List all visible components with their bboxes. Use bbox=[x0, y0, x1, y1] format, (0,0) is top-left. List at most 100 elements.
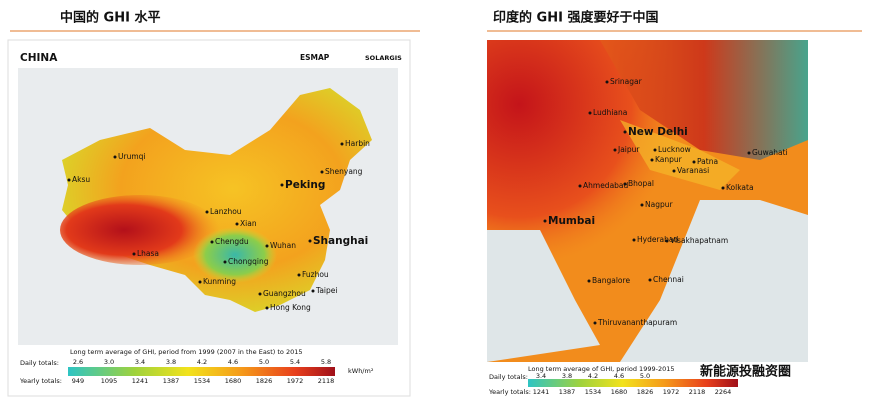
legend-tick: 1972 bbox=[663, 388, 680, 396]
city-label: Guangzhou bbox=[263, 289, 306, 298]
city-dot bbox=[632, 238, 636, 242]
city-dot bbox=[311, 289, 315, 293]
legend-tick: 1534 bbox=[194, 377, 211, 385]
city-label: Chennai bbox=[653, 275, 684, 284]
legend-tick: 1680 bbox=[225, 377, 242, 385]
city-dot bbox=[340, 142, 344, 146]
legend-tick: 4.2 bbox=[588, 372, 598, 380]
city-dot bbox=[132, 252, 136, 256]
panel-title: 中国的 GHI 水平 bbox=[60, 10, 160, 26]
city-label: Mumbai bbox=[548, 215, 595, 227]
city-dot bbox=[198, 280, 202, 284]
city-label: Kunming bbox=[203, 277, 236, 286]
sea bbox=[487, 230, 600, 362]
city-dot bbox=[623, 182, 627, 186]
city-dot bbox=[653, 148, 657, 152]
city-dot bbox=[588, 111, 592, 115]
legend-tick: 5.8 bbox=[321, 358, 331, 366]
city-dot bbox=[265, 244, 269, 248]
legend-tick: 4.6 bbox=[614, 372, 624, 380]
legend-tick: 3.8 bbox=[166, 358, 176, 366]
map-title: CHINA bbox=[20, 52, 58, 64]
city-dot bbox=[692, 160, 696, 164]
city-label: Shanghai bbox=[313, 235, 368, 247]
legend-tick: 5.0 bbox=[259, 358, 269, 366]
legend-tick: 1680 bbox=[611, 388, 628, 396]
legend-tick: 2264 bbox=[715, 388, 732, 396]
city-label: Harbin bbox=[345, 139, 370, 148]
legend-tick: 2.6 bbox=[73, 358, 83, 366]
city-label: Aksu bbox=[72, 175, 90, 184]
right-panel bbox=[487, 30, 862, 400]
colorbar bbox=[68, 367, 335, 376]
legend-label: Yearly totals: bbox=[488, 388, 531, 396]
city-dot bbox=[672, 169, 676, 173]
city-label: Nagpur bbox=[645, 200, 673, 209]
legend-tick: 5.4 bbox=[290, 358, 300, 366]
legend-tick: 1826 bbox=[256, 377, 273, 385]
city-dot bbox=[280, 183, 284, 187]
city-label: Ahmedabad bbox=[583, 181, 629, 190]
legend-tick: 1241 bbox=[132, 377, 149, 385]
city-dot bbox=[605, 80, 609, 84]
city-label: Hyderabad bbox=[637, 235, 678, 244]
city-dot bbox=[113, 155, 117, 159]
legend-tick: 2118 bbox=[318, 377, 335, 385]
city-label: Varanasi bbox=[677, 166, 709, 175]
legend-tick: 1095 bbox=[101, 377, 118, 385]
low-zone bbox=[193, 227, 277, 283]
city-dot bbox=[613, 148, 617, 152]
city-dot bbox=[665, 239, 669, 243]
city-label: Xian bbox=[240, 219, 257, 228]
city-dot bbox=[648, 278, 652, 282]
legend-caption: Long term average of GHI, period from 19… bbox=[70, 348, 302, 356]
city-label: Peking bbox=[285, 179, 325, 191]
city-label: Patna bbox=[697, 157, 718, 166]
city-label: Thiruvananthapuram bbox=[597, 318, 677, 327]
city-dot bbox=[587, 279, 591, 283]
legend-tick: 1534 bbox=[585, 388, 602, 396]
city-label: Wuhan bbox=[270, 241, 296, 250]
city-label: Jaipur bbox=[617, 145, 640, 154]
city-dot bbox=[235, 222, 239, 226]
left-panel bbox=[7, 30, 420, 397]
city-label: Kanpur bbox=[655, 155, 683, 164]
city-label: Shenyang bbox=[325, 167, 363, 176]
city-dot bbox=[578, 184, 582, 188]
city-label: Urumqi bbox=[118, 152, 145, 161]
city-label: Hong Kong bbox=[270, 303, 311, 312]
city-label: Ludhiana bbox=[593, 108, 627, 117]
legend-tick: 1241 bbox=[533, 388, 550, 396]
legend-tick: 1387 bbox=[559, 388, 576, 396]
legend-label: Daily totals: bbox=[20, 359, 59, 367]
legend-tick: 2118 bbox=[689, 388, 706, 396]
city-label: Taipei bbox=[315, 286, 337, 295]
city-label: Lhasa bbox=[137, 249, 159, 258]
city-label: Srinagar bbox=[610, 77, 643, 86]
city-dot bbox=[650, 158, 654, 162]
city-dot bbox=[623, 130, 627, 134]
legend-tick: 3.0 bbox=[104, 358, 114, 366]
legend-tick: 3.4 bbox=[536, 372, 546, 380]
city-label: Kolkata bbox=[726, 183, 754, 192]
watermark: 新能源投融资圈 bbox=[700, 364, 791, 380]
city-label: Guwahati bbox=[752, 148, 788, 157]
panel-title: 印度的 GHI 强度要好于中国 bbox=[493, 10, 658, 26]
legend-tick: 1826 bbox=[637, 388, 654, 396]
legend-tick: 4.2 bbox=[197, 358, 207, 366]
plain bbox=[620, 120, 740, 190]
legend-label: Yearly totals: bbox=[19, 377, 62, 385]
colorbar bbox=[528, 379, 738, 387]
legend-unit: kWh/m² bbox=[348, 367, 374, 375]
city-label: Bangalore bbox=[592, 276, 630, 285]
tibet bbox=[600, 40, 808, 160]
city-dot bbox=[67, 178, 71, 182]
city-label: Chongqing bbox=[228, 257, 269, 266]
sea bbox=[620, 200, 808, 362]
city-dot bbox=[747, 151, 751, 155]
city-dot bbox=[297, 273, 301, 277]
city-dot bbox=[308, 239, 312, 243]
city-label: New Delhi bbox=[628, 126, 688, 138]
city-dot bbox=[640, 203, 644, 207]
